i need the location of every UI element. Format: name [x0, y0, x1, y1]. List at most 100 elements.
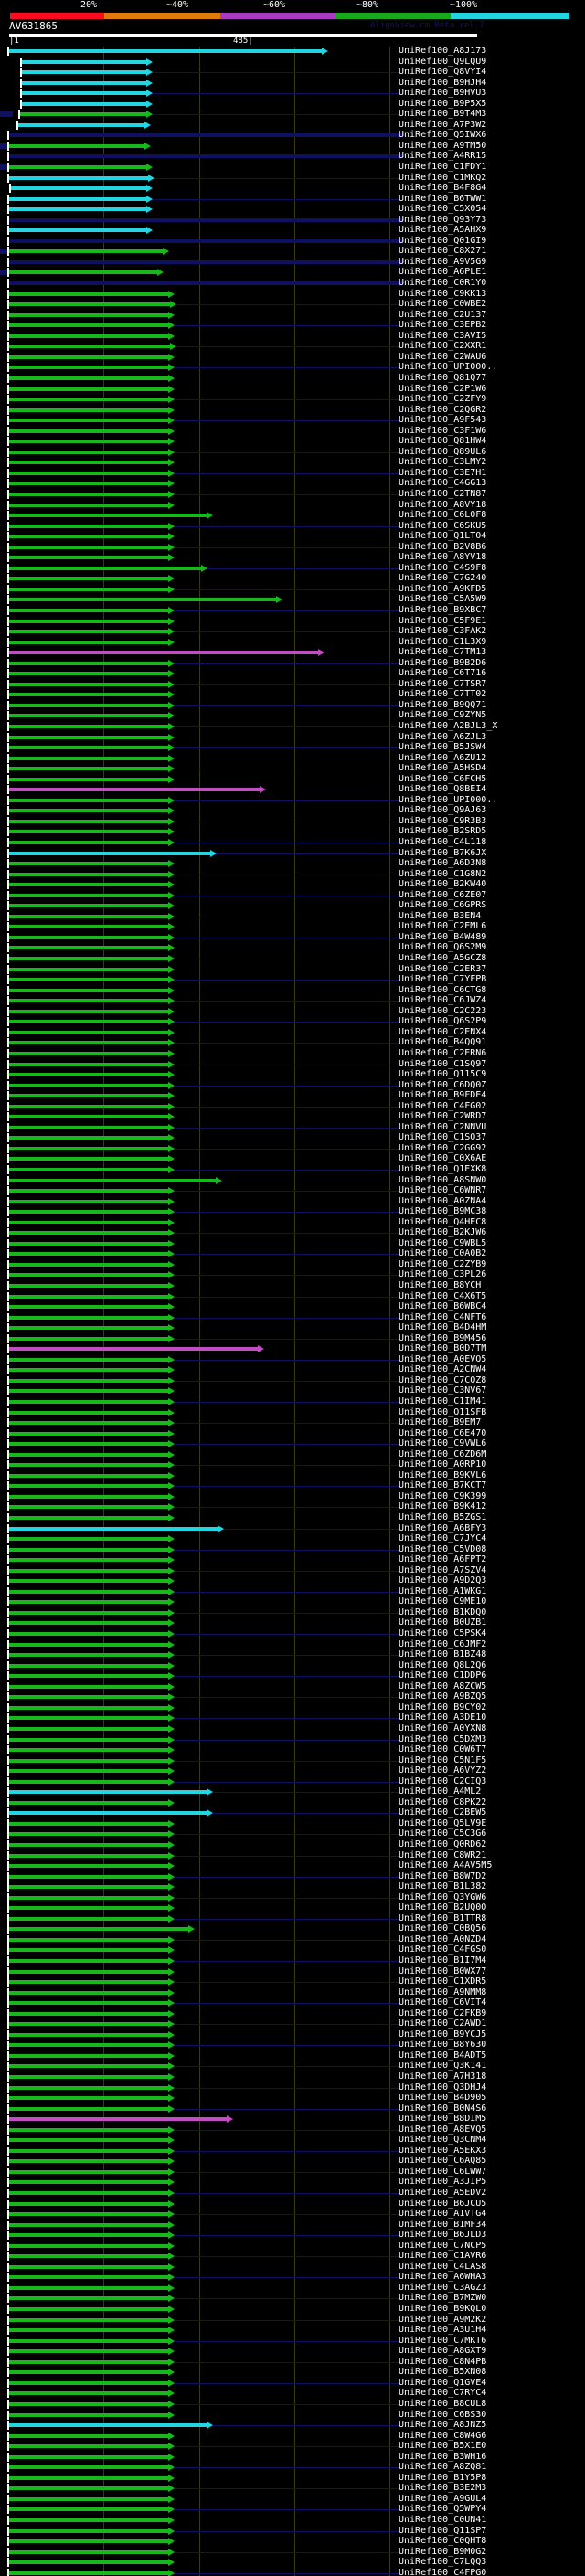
hit-bar[interactable] [9, 1389, 168, 1394]
hit-id-label[interactable]: UniRef100_A0NZD4 [399, 1934, 487, 1945]
hit-row[interactable]: UniRef100_A5AHX9 [0, 225, 585, 237]
hit-bar[interactable] [9, 893, 168, 897]
hit-row[interactable]: UniRef100_Q1GVE4 [0, 2378, 585, 2390]
hit-row[interactable]: UniRef100_A3JIP5 [0, 2177, 585, 2189]
hit-id-label[interactable]: UniRef100_B4D905 [399, 2093, 487, 2104]
hit-id-label[interactable]: UniRef100_Q8BEI4 [399, 784, 487, 795]
hit-row[interactable]: UniRef100_B3E2M3 [0, 2483, 585, 2495]
hit-id-label[interactable]: UniRef100_C4FPG0 [399, 2567, 487, 2576]
hit-row[interactable]: UniRef100_C3F1W6 [0, 426, 585, 438]
hit-bar[interactable] [9, 1505, 168, 1510]
hit-row[interactable]: UniRef100_C8X271 [0, 246, 585, 258]
hit-row[interactable]: UniRef100_B0D7TM [0, 1343, 585, 1355]
hit-row[interactable]: UniRef100_A8ZCW5 [0, 1681, 585, 1693]
hit-row[interactable]: UniRef100_C9KK13 [0, 289, 585, 301]
hit-row[interactable]: UniRef100_UPI000.. [0, 795, 585, 807]
hit-bar[interactable] [9, 196, 146, 201]
hit-bar[interactable] [9, 2022, 168, 2027]
hit-row[interactable]: UniRef100_A7SZV4 [0, 1565, 585, 1577]
hit-bar[interactable] [9, 1885, 168, 1890]
hit-bar[interactable] [9, 2380, 168, 2385]
hit-bar[interactable] [9, 714, 168, 718]
hit-row[interactable]: UniRef100_B9HJH4 [0, 78, 585, 90]
hit-row[interactable]: UniRef100_C3LMY2 [0, 457, 585, 469]
hit-row[interactable]: UniRef100_C8W4G6 [0, 2431, 585, 2443]
hit-id-label[interactable]: UniRef100_C6DQ0Z [399, 1079, 487, 1090]
hit-row[interactable]: UniRef100_Q01GI9 [0, 236, 585, 248]
hit-bar[interactable] [9, 503, 168, 507]
hit-id-label[interactable]: UniRef100_A3JIP5 [399, 2177, 487, 2188]
hit-row[interactable]: UniRef100_B9QQ71 [0, 700, 585, 712]
hit-id-label[interactable]: UniRef100_C2P1W6 [399, 383, 487, 394]
hit-row[interactable]: UniRef100_Q89UL6 [0, 447, 585, 459]
hit-id-label[interactable]: UniRef100_C7YFPB [399, 974, 487, 985]
hit-id-label[interactable]: UniRef100_A5GCZ8 [399, 953, 487, 964]
hit-row[interactable]: UniRef100_C8PK22 [0, 1797, 585, 1809]
hit-row[interactable]: UniRef100_A6FPT2 [0, 1554, 585, 1566]
hit-id-label[interactable]: UniRef100_C6L0F8 [399, 510, 487, 521]
hit-id-label[interactable]: UniRef100_C2QGR2 [399, 404, 487, 415]
hit-row[interactable]: UniRef100_Q9AJ63 [0, 805, 585, 817]
hit-bar[interactable] [9, 1178, 216, 1182]
hit-bar[interactable] [9, 207, 146, 212]
hit-id-label[interactable]: UniRef100_C5DXM3 [399, 1733, 487, 1744]
hit-bar[interactable] [9, 1252, 168, 1256]
hit-row[interactable]: UniRef100_B8DIM5 [0, 2114, 585, 2125]
hit-id-label[interactable]: UniRef100_B2KJW6 [399, 1227, 487, 1238]
hit-id-label[interactable]: UniRef100_A7H318 [399, 2072, 487, 2082]
hit-bar[interactable] [22, 80, 146, 85]
hit-id-label[interactable]: UniRef100_Q115C9 [399, 1069, 487, 1080]
hit-row[interactable]: UniRef100_A9F543 [0, 415, 585, 427]
hit-id-label[interactable]: UniRef100_C2GG92 [399, 1142, 487, 1153]
hit-bar[interactable] [9, 925, 168, 929]
hit-row[interactable]: UniRef100_C6GPRS [0, 900, 585, 912]
hit-id-label[interactable]: UniRef100_C6BS30 [399, 2409, 487, 2420]
hit-id-label[interactable]: UniRef100_Q81Q77 [399, 372, 487, 383]
hit-bar[interactable] [9, 2518, 168, 2522]
hit-bar[interactable] [9, 302, 170, 307]
hit-id-label[interactable]: UniRef100_B9P5X5 [399, 98, 487, 109]
hit-id-label[interactable]: UniRef100_C4LAS8 [399, 2261, 487, 2272]
hit-bar[interactable] [9, 1273, 168, 1277]
hit-bar[interactable] [9, 725, 168, 728]
hit-id-label[interactable]: UniRef100_C3AVI5 [399, 330, 487, 341]
hit-bar[interactable] [9, 1051, 168, 1055]
hit-row[interactable]: UniRef100_B1MF34 [0, 2220, 585, 2231]
hit-row[interactable]: UniRef100_C9K399 [0, 1491, 585, 1503]
hit-row[interactable]: UniRef100_C6FCH5 [0, 774, 585, 786]
hit-bar[interactable] [9, 1684, 168, 1689]
hit-row[interactable]: UniRef100_B8CUL8 [0, 2399, 585, 2411]
hit-row[interactable]: UniRef100_A4AV5M5 [0, 1860, 585, 1872]
hit-row[interactable]: UniRef100_B9KQL0 [0, 2304, 585, 2316]
hit-row[interactable]: UniRef100_A6BFY3 [0, 1523, 585, 1535]
hit-id-label[interactable]: UniRef100_C2AWD1 [399, 2019, 487, 2030]
hit-id-label[interactable]: UniRef100_C6VIT4 [399, 1998, 487, 2009]
hit-id-label[interactable]: UniRef100_C3LMY2 [399, 457, 487, 468]
hit-bar[interactable] [9, 1537, 168, 1542]
hit-row[interactable]: UniRef100_C1MKQ2 [0, 173, 585, 185]
hit-id-label[interactable]: UniRef100_Q3K141 [399, 2061, 487, 2072]
hit-row[interactable]: UniRef100_C5F9E1 [0, 616, 585, 628]
hit-id-label[interactable]: UniRef100_C6GPRS [399, 900, 487, 911]
hit-id-label[interactable]: UniRef100_C2TN87 [399, 488, 487, 499]
hit-id-label[interactable]: UniRef100_B4D4HM [399, 1322, 487, 1333]
hit-bar[interactable] [9, 2296, 168, 2301]
hit-bar[interactable] [9, 2254, 168, 2259]
hit-row[interactable]: UniRef100_C3AGZ3 [0, 2283, 585, 2295]
hit-row[interactable]: UniRef100_B7K6JX [0, 848, 585, 860]
hit-bar[interactable] [9, 270, 157, 275]
hit-id-label[interactable]: UniRef100_C9WBL5 [399, 1237, 487, 1248]
hit-id-label[interactable]: UniRef100_Q11SP7 [399, 2525, 487, 2536]
hit-bar[interactable] [9, 334, 168, 338]
hit-bar[interactable] [9, 735, 168, 739]
hit-row[interactable]: UniRef100_B1Y5P8 [0, 2473, 585, 2485]
hit-row[interactable]: UniRef100_A0EVQ5 [0, 1354, 585, 1366]
hit-row[interactable]: UniRef100_A9D2Q3 [0, 1575, 585, 1587]
hit-id-label[interactable]: UniRef100_B4QQ91 [399, 1037, 487, 1048]
hit-id-label[interactable]: UniRef100_A6ZJL3 [399, 731, 487, 742]
hit-row[interactable]: UniRef100_C3E7H1 [0, 468, 585, 480]
hit-row[interactable]: UniRef100_B1BZ48 [0, 1649, 585, 1661]
hit-bar[interactable] [9, 788, 260, 792]
hit-row[interactable]: UniRef100_A5HSD4 [0, 763, 585, 775]
hit-row[interactable]: UniRef100_Q6S2P9 [0, 1016, 585, 1028]
